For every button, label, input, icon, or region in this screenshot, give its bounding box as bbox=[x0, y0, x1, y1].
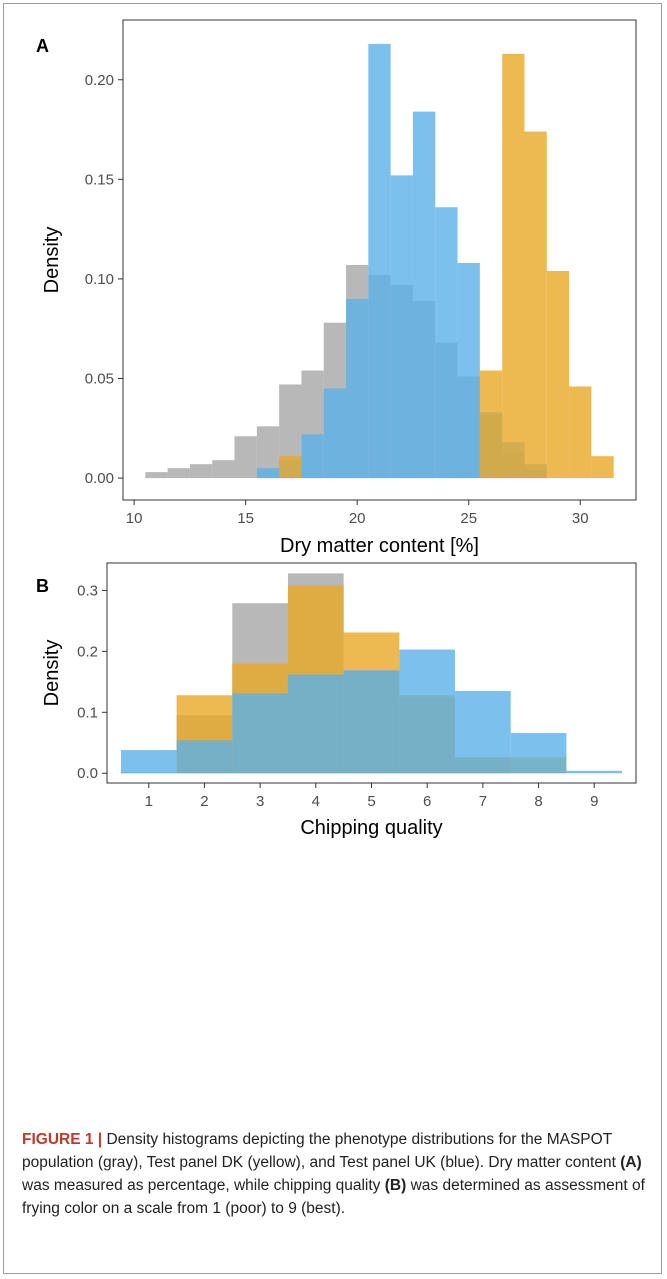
caption-text-1: Density histograms depicting the phenoty… bbox=[22, 1131, 621, 1171]
panel-b: 1 2 3 4 5 6 7 8 9 0.0 0.1 0.2 0.3 Chipping quality Den… bbox=[36, 562, 637, 839]
x-tick-label: 10 bbox=[126, 510, 143, 527]
histogram-bar-blue bbox=[323, 388, 347, 479]
histogram-bar-blue bbox=[176, 740, 233, 774]
x-tick-label: 5 bbox=[367, 793, 375, 810]
y-tick-label: 0.2 bbox=[77, 643, 98, 660]
histogram-bar-blue bbox=[256, 468, 280, 479]
histogram-bar-blue bbox=[435, 207, 458, 479]
histogram-bar-gray bbox=[279, 384, 302, 479]
figure-caption: FIGURE 1 | Density histograms depicting … bbox=[22, 1128, 647, 1220]
histogram-bar-gray bbox=[167, 468, 190, 479]
x-tick-label: 6 bbox=[423, 793, 431, 810]
x-tick-label: 25 bbox=[460, 510, 477, 527]
caption-ref-a: (A) bbox=[620, 1154, 642, 1171]
x-tick-label: 2 bbox=[200, 793, 208, 810]
histogram-bar-blue bbox=[301, 434, 324, 479]
caption-text-2: was measured as percentage, while chippi… bbox=[22, 1177, 385, 1194]
plot-panel-border bbox=[122, 19, 637, 501]
y-tick-label: 0.00 bbox=[85, 470, 114, 487]
caption-text-3: was determined as assessment of frying c… bbox=[22, 1177, 645, 1217]
panel-label: A bbox=[36, 36, 49, 56]
figure-frame bbox=[3, 3, 662, 1274]
histogram-bar-blue bbox=[566, 770, 623, 774]
y-tick-label: 0.3 bbox=[77, 582, 98, 599]
histogram-bar-yellow bbox=[546, 270, 570, 479]
x-tick-label: 20 bbox=[349, 510, 366, 527]
x-tick-label: 9 bbox=[590, 793, 598, 810]
histogram-bar-yellow bbox=[569, 386, 592, 479]
histogram-bar-gray bbox=[234, 436, 257, 479]
histogram-bar-yellow bbox=[591, 456, 614, 479]
x-tick-label: 8 bbox=[534, 793, 542, 810]
histogram-bar-blue bbox=[368, 43, 391, 479]
y-tick-label: 0.10 bbox=[85, 271, 114, 288]
histogram-bar-yellow bbox=[479, 370, 503, 479]
x-tick-label: 3 bbox=[256, 793, 264, 810]
histogram-bar-blue bbox=[232, 693, 288, 774]
histogram-bar-blue bbox=[343, 670, 400, 774]
histogram-bar-blue bbox=[120, 750, 177, 774]
panel-a: 10 15 20 25 30 0.00 0.05 0.10 0.15 0.20 Dry matter… bbox=[36, 19, 637, 557]
caption-ref-b: (B) bbox=[384, 1177, 407, 1194]
histogram-bar-blue bbox=[390, 175, 413, 479]
histogram-bar-blue bbox=[399, 649, 456, 774]
figure-label: FIGURE 1 | bbox=[22, 1131, 103, 1148]
histogram-bar-blue bbox=[412, 111, 436, 479]
panel-label: B bbox=[36, 576, 49, 596]
x-tick-label: 15 bbox=[237, 510, 254, 527]
histogram-bar-blue bbox=[510, 733, 567, 774]
y-axis-title: Density bbox=[41, 227, 63, 294]
histogram-bar-gray bbox=[256, 426, 280, 479]
histogram-bar-blue bbox=[457, 262, 480, 479]
histogram-bar-gray bbox=[212, 460, 235, 479]
y-tick-label: 0.20 bbox=[85, 72, 114, 89]
x-tick-label: 7 bbox=[479, 793, 487, 810]
histogram-bar-blue bbox=[455, 690, 511, 774]
histogram-bar-yellow bbox=[279, 456, 302, 479]
histogram-bar-gray bbox=[145, 472, 168, 479]
x-axis-title: Chipping quality bbox=[300, 817, 442, 839]
histogram-bar-blue bbox=[287, 674, 344, 774]
x-tick-label: 1 bbox=[145, 793, 153, 810]
histogram-bar-blue bbox=[346, 298, 369, 479]
histogram-bar-yellow bbox=[502, 53, 525, 479]
y-axis-title: Density bbox=[41, 640, 63, 707]
y-tick-label: 0.0 bbox=[77, 765, 98, 782]
y-tick-label: 0.15 bbox=[85, 171, 114, 188]
x-tick-label: 30 bbox=[572, 510, 589, 527]
histogram-bar-yellow bbox=[524, 131, 547, 479]
y-tick-label: 0.05 bbox=[85, 371, 114, 388]
y-tick-label: 0.1 bbox=[77, 704, 98, 721]
x-axis-title: Dry matter content [%] bbox=[280, 535, 479, 557]
x-tick-label: 4 bbox=[312, 793, 320, 810]
histogram-bar-gray bbox=[189, 464, 213, 479]
